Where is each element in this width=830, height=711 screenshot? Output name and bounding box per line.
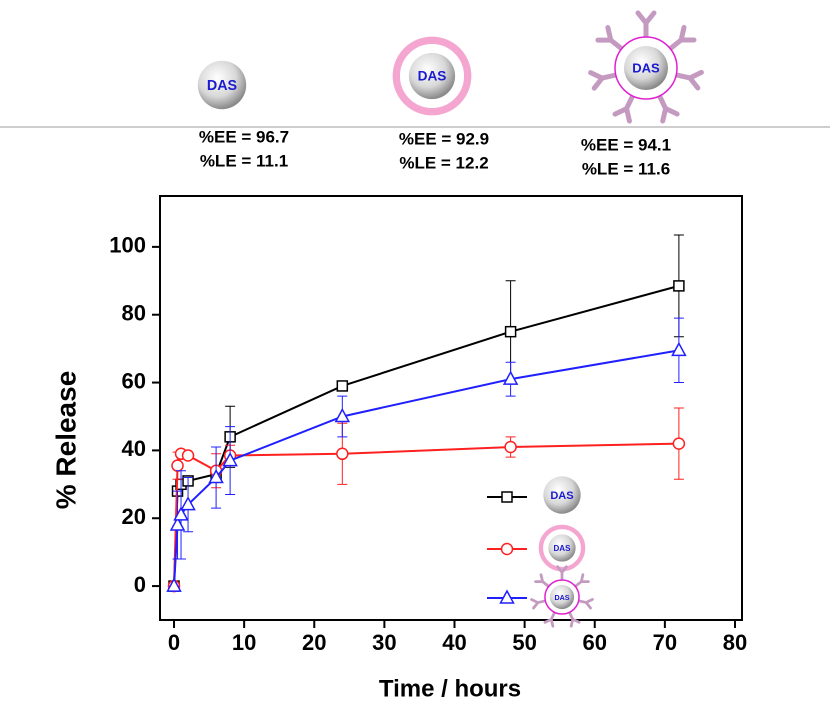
antibody <box>543 610 557 628</box>
x-tick-label: 70 <box>653 630 677 655</box>
y-tick-label: 40 <box>122 436 146 461</box>
particle-icon: DAS <box>588 10 704 124</box>
y-tick-label: 0 <box>134 572 146 597</box>
antibody <box>672 69 704 91</box>
antibody <box>635 10 657 41</box>
marker <box>673 280 685 292</box>
marker <box>501 491 513 503</box>
icon-label: DAS <box>207 78 237 94</box>
marker <box>334 407 351 423</box>
y-tick-label: 100 <box>109 233 146 258</box>
marker <box>500 542 514 556</box>
antibody <box>595 25 625 52</box>
antibody <box>534 573 551 589</box>
marker <box>208 468 224 484</box>
y-tick-label: 20 <box>122 504 146 529</box>
x-tick-label: 20 <box>302 630 326 655</box>
core <box>624 46 668 90</box>
core <box>549 584 575 610</box>
ee-text: %EE = 92.9 <box>399 129 489 148</box>
series-line <box>173 284 680 587</box>
core <box>548 534 576 562</box>
antibody <box>556 565 568 582</box>
le-text: %LE = 12.2 <box>399 153 488 172</box>
le-text: %LE = 11.6 <box>582 159 670 178</box>
icon-label: DAS <box>554 544 572 553</box>
particle-icon: DAS <box>538 524 586 572</box>
marker <box>499 589 515 604</box>
le-text: %LE = 11.1 <box>200 151 288 170</box>
marker <box>671 341 687 357</box>
antibody <box>656 92 680 124</box>
x-tick-label: 40 <box>442 630 466 655</box>
marker <box>180 496 196 511</box>
y-tick-label: 80 <box>122 301 146 326</box>
particle-icon: DAS <box>530 565 594 628</box>
x-tick-label: 10 <box>232 630 256 655</box>
marker <box>169 516 186 531</box>
icon-label: DAS <box>632 60 660 75</box>
x-tick-label: 30 <box>372 630 396 655</box>
particle-icon: DAS <box>392 36 472 116</box>
core <box>197 60 247 110</box>
marker <box>504 325 517 338</box>
series-line <box>173 442 679 587</box>
icon-label: DAS <box>554 594 569 602</box>
antibody <box>612 92 636 124</box>
marker <box>166 577 182 592</box>
icon-label: DAS <box>550 490 573 502</box>
ee-text: %EE = 94.1 <box>581 135 671 154</box>
x-tick-label: 0 <box>168 630 180 655</box>
marker <box>672 437 686 450</box>
marker <box>181 449 195 462</box>
marker <box>336 380 349 392</box>
y-tick-label: 60 <box>122 368 146 393</box>
antibody <box>576 598 594 610</box>
marker <box>504 440 517 454</box>
y-axis-label: % Release <box>50 371 81 510</box>
series-line <box>173 349 680 587</box>
marker <box>502 370 519 385</box>
particle-icon: DAS <box>197 60 247 110</box>
antibody <box>666 24 697 52</box>
core <box>543 476 581 514</box>
x-axis-label: Time / hours <box>379 675 521 702</box>
marker <box>336 447 349 461</box>
marker <box>171 459 184 472</box>
antibody <box>567 610 581 628</box>
antibody <box>573 573 590 589</box>
marker <box>222 452 238 467</box>
antibody <box>588 70 620 91</box>
particle-icon: DAS <box>543 476 581 514</box>
plot-frame <box>159 195 743 621</box>
marker <box>173 506 189 521</box>
core <box>408 52 456 100</box>
ee-text: %EE = 96.7 <box>199 127 289 146</box>
icon-label: DAS <box>418 69 447 84</box>
x-tick-label: 60 <box>583 630 607 655</box>
antibody <box>530 598 548 610</box>
x-tick-label: 50 <box>512 630 536 655</box>
x-tick-label: 80 <box>723 630 747 655</box>
